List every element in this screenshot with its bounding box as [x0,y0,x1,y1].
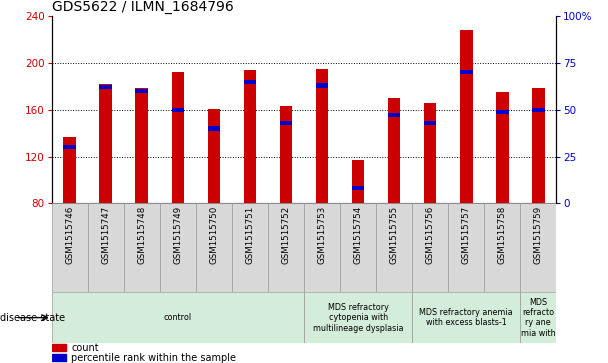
Bar [520,292,556,343]
Bar [207,126,220,131]
Bar [52,292,304,343]
Bar [196,203,232,292]
Text: count: count [71,343,98,353]
Bar [520,203,556,292]
Text: GSM1515755: GSM1515755 [390,206,399,264]
Text: MDS refractory
cytopenia with
multilineage dysplasia: MDS refractory cytopenia with multilinea… [313,303,403,333]
Bar [244,70,256,203]
Bar [160,203,196,292]
Bar [52,354,66,362]
Bar [171,73,184,203]
Bar [424,103,437,203]
Bar [388,98,401,203]
Text: disease state: disease state [0,313,65,323]
Bar [448,203,484,292]
Text: GSM1515748: GSM1515748 [137,206,147,264]
Bar [63,145,76,149]
Bar [532,108,545,112]
Bar [532,87,545,203]
Bar [388,113,401,118]
Bar [100,84,112,203]
Bar [100,85,112,89]
Bar [136,89,148,93]
Bar [316,83,328,87]
Bar [280,121,292,125]
Bar [52,203,88,292]
Bar [460,30,472,203]
Bar [460,70,472,74]
Bar [244,80,256,84]
Bar [412,203,448,292]
Bar [484,203,520,292]
Bar [124,203,160,292]
Text: MDS
refracto
ry ane
mia with: MDS refracto ry ane mia with [521,298,556,338]
Bar [424,121,437,125]
Text: GSM1515751: GSM1515751 [246,206,254,264]
Bar [280,106,292,203]
Text: GSM1515759: GSM1515759 [534,206,543,264]
Text: percentile rank within the sample: percentile rank within the sample [71,353,236,363]
Text: GDS5622 / ILMN_1684796: GDS5622 / ILMN_1684796 [52,0,233,14]
Bar [207,109,220,203]
Text: GSM1515749: GSM1515749 [173,206,182,264]
Text: GSM1515757: GSM1515757 [461,206,471,264]
Bar [304,203,340,292]
Bar [171,108,184,112]
Text: GSM1515754: GSM1515754 [354,206,362,264]
Bar [304,292,412,343]
Text: GSM1515750: GSM1515750 [209,206,218,264]
Text: GSM1515758: GSM1515758 [498,206,506,264]
Bar [340,203,376,292]
Text: GSM1515747: GSM1515747 [102,206,110,264]
Text: GSM1515753: GSM1515753 [317,206,326,264]
Bar [316,69,328,203]
Bar [136,87,148,203]
Bar [232,203,268,292]
Bar [63,137,76,203]
Bar [352,160,364,203]
Bar [52,344,66,351]
Text: GSM1515752: GSM1515752 [282,206,291,264]
Bar [268,203,304,292]
Bar [88,203,124,292]
Bar [352,186,364,190]
Bar [412,292,520,343]
Text: MDS refractory anemia
with excess blasts-1: MDS refractory anemia with excess blasts… [420,308,513,327]
Bar [496,92,508,203]
Text: GSM1515756: GSM1515756 [426,206,435,264]
Text: control: control [164,313,192,322]
Text: GSM1515746: GSM1515746 [65,206,74,264]
Bar [496,110,508,114]
Bar [376,203,412,292]
